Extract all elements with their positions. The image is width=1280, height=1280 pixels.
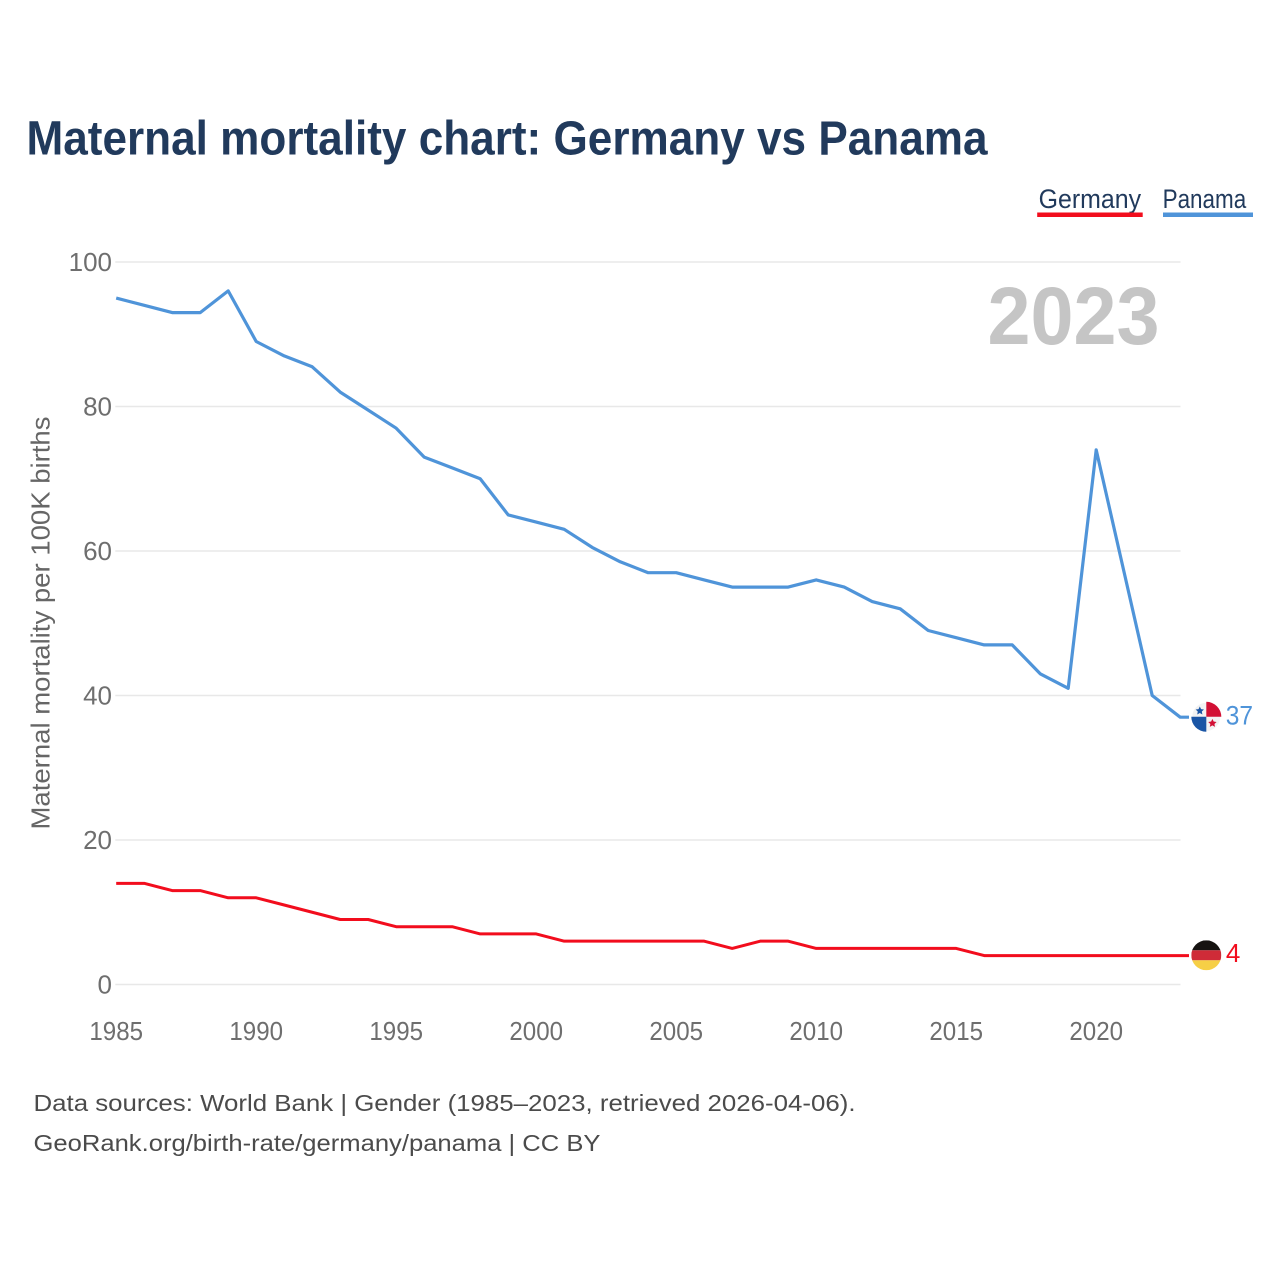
svg-text:4: 4 <box>1226 938 1240 968</box>
svg-text:Maternal mortality per 100K bi: Maternal mortality per 100K births <box>26 416 56 829</box>
svg-text:2015: 2015 <box>929 1016 983 1046</box>
svg-text:1990: 1990 <box>229 1016 283 1046</box>
svg-text:Germany: Germany <box>1039 184 1142 214</box>
svg-text:Panama: Panama <box>1163 184 1247 214</box>
svg-text:2020: 2020 <box>1069 1016 1123 1046</box>
svg-text:2010: 2010 <box>789 1016 843 1046</box>
svg-text:2023: 2023 <box>988 271 1160 362</box>
svg-text:1995: 1995 <box>369 1016 423 1046</box>
svg-text:100: 100 <box>69 247 112 277</box>
svg-text:80: 80 <box>83 392 112 422</box>
svg-text:20: 20 <box>83 825 112 855</box>
svg-text:60: 60 <box>83 536 112 566</box>
svg-text:2000: 2000 <box>509 1016 563 1046</box>
svg-text:GeoRank.org/birth-rate/germany: GeoRank.org/birth-rate/germany/panama | … <box>34 1130 601 1156</box>
svg-text:1985: 1985 <box>89 1016 143 1046</box>
svg-text:Maternal mortality chart: Germ: Maternal mortality chart: Germany vs Pan… <box>27 113 988 166</box>
svg-text:40: 40 <box>83 681 112 711</box>
svg-text:2005: 2005 <box>649 1016 703 1046</box>
svg-text:0: 0 <box>98 970 112 1000</box>
svg-text:Data sources: World Bank | Gen: Data sources: World Bank | Gender (1985–… <box>34 1090 856 1116</box>
svg-text:37: 37 <box>1226 700 1253 730</box>
